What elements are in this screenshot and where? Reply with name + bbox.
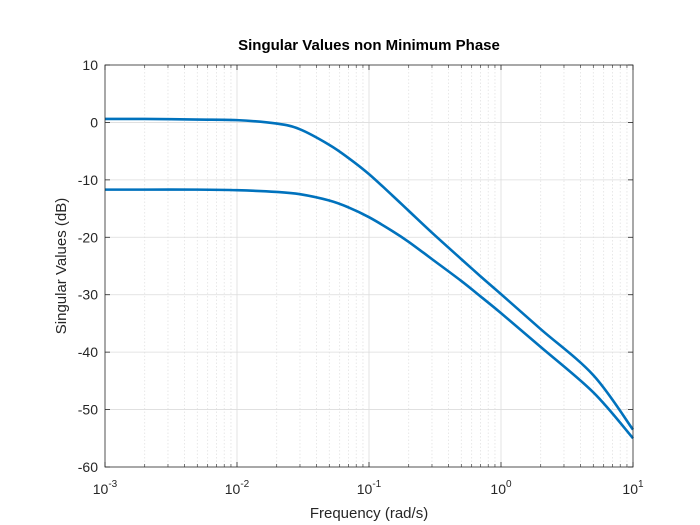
series-layer [104,117,635,440]
y-tick-label: -60 [78,459,98,475]
x-tick-label: 10-1 [357,479,382,497]
tick-marks [104,64,634,468]
y-tick-label: 10 [82,57,98,73]
x-axis-label: Frequency (rad/s) [310,505,428,522]
y-axis-label: Singular Values (dB) [53,198,70,334]
x-tick-label: 100 [490,479,512,497]
singular-value-curve-1 [104,117,635,431]
x-tick-label: 10-2 [225,479,250,497]
y-tick-label: -50 [78,402,98,418]
y-tick-label: 0 [90,114,98,130]
y-tick-label: -40 [78,344,98,360]
y-tick-labels: 10 0 -10 -20 -30 -40 -50 -60 [78,57,98,475]
y-tick-label: -10 [78,172,98,188]
x-tick-label: 101 [622,479,644,497]
x-tick-labels: 10-3 10-2 10-1 100 101 [93,479,644,497]
y-tick-label: -30 [78,287,98,303]
x-tick-label: 10-3 [93,479,118,497]
major-grid [105,65,633,467]
chart-title: Singular Values non Minimum Phase [238,37,500,54]
singular-value-curve-2 [104,188,634,440]
y-tick-label: -20 [78,229,98,245]
minor-grid [144,65,628,467]
